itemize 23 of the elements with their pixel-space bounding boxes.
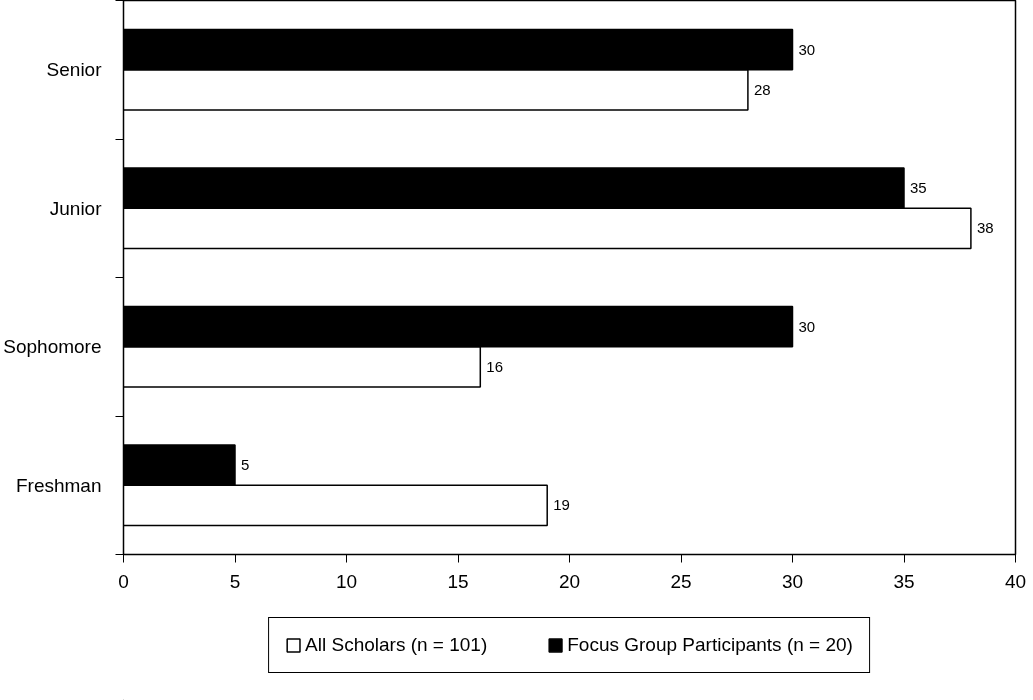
y-tick-label: Freshman [15, 474, 102, 496]
legend-label: Focus Group Participants (n = 20) [567, 634, 853, 656]
y-tick-label: Senior [46, 59, 103, 81]
x-tick-label: 0 [118, 570, 129, 592]
y-tick-label: Junior [49, 197, 103, 219]
data-label: 30 [798, 40, 816, 58]
data-label: 5 [241, 456, 250, 474]
data-label: 30 [798, 317, 816, 335]
legend-label: All Scholars (n = 101) [305, 634, 488, 656]
x-tick-label: 10 [335, 570, 358, 592]
data-label: 28 [753, 80, 771, 98]
x-tick-label: 25 [670, 570, 692, 592]
x-tick-label: 35 [893, 570, 915, 592]
x-tick-label: 20 [558, 570, 581, 592]
x-tick-label: 40 [1004, 570, 1027, 592]
data-label: 16 [486, 357, 503, 375]
x-tick-label: 5 [229, 570, 241, 592]
data-label: 35 [910, 179, 927, 197]
data-label: 19 [553, 496, 570, 514]
y-tick-label: Sophomore [3, 336, 102, 358]
x-tick-label: 15 [447, 570, 469, 592]
data-label: 38 [976, 219, 994, 237]
x-tick-label: 30 [781, 570, 804, 592]
